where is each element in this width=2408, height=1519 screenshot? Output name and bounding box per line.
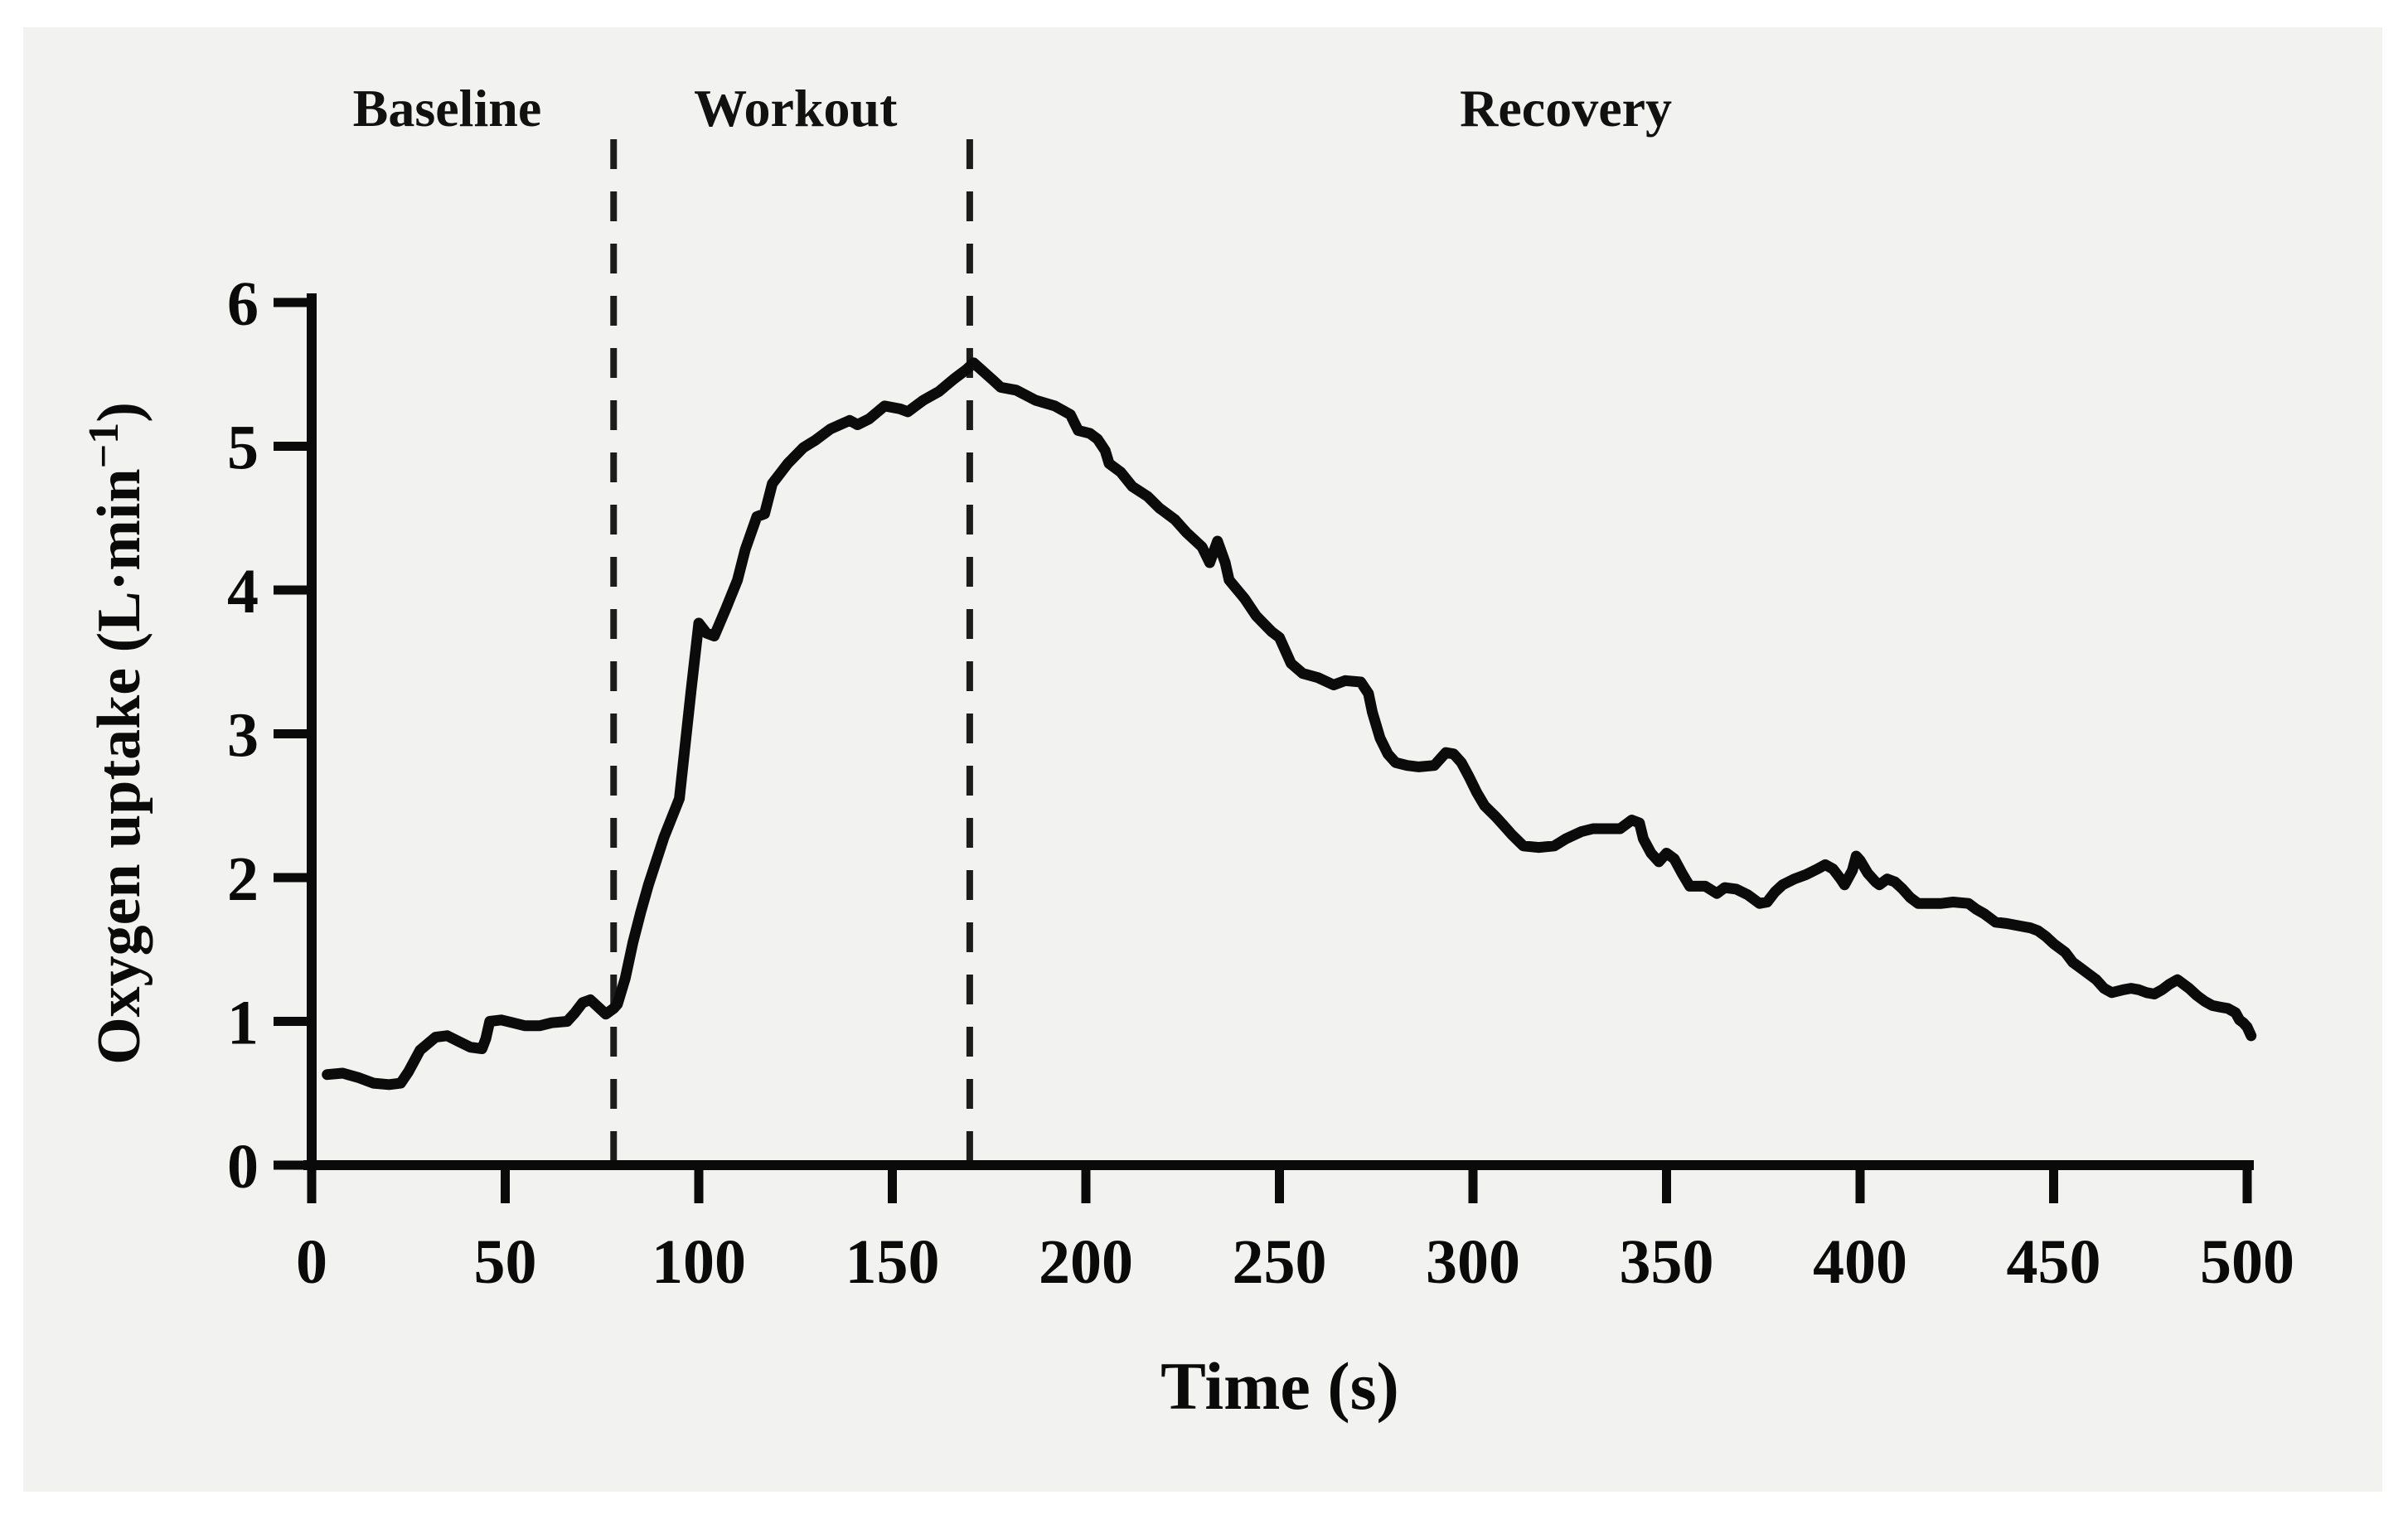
phase-label-workout: Workout bbox=[694, 79, 898, 138]
x-tick-label: 150 bbox=[845, 1227, 940, 1297]
y-tick-label: 3 bbox=[227, 701, 259, 771]
x-tick-label: 250 bbox=[1233, 1227, 1327, 1297]
x-axis-ticks: 0 50 100 150 200 250 300 350 400 450 500 bbox=[296, 1165, 2294, 1297]
x-tick-label: 500 bbox=[2200, 1227, 2294, 1297]
y-tick-label: 1 bbox=[227, 989, 259, 1058]
phase-labels: Baseline Workout Recovery bbox=[353, 79, 1672, 138]
x-tick-label: 50 bbox=[474, 1227, 537, 1297]
x-axis-title: Time (s) bbox=[1160, 1348, 1399, 1424]
y-tick-label: 4 bbox=[227, 557, 259, 626]
x-tick-label: 200 bbox=[1039, 1227, 1133, 1297]
phase-boundary-lines bbox=[610, 139, 973, 1160]
y-tick-label: 5 bbox=[227, 414, 259, 483]
x-tick-label: 300 bbox=[1426, 1227, 1520, 1297]
y-axis-title: Oxygen uptake (L·min−1) bbox=[80, 402, 153, 1065]
y-tick-label: 2 bbox=[227, 844, 259, 914]
x-tick-label: 350 bbox=[1620, 1227, 1714, 1297]
x-tick-label: 100 bbox=[652, 1227, 746, 1297]
y-tick-label: 6 bbox=[227, 269, 259, 339]
series-line-oxygen-uptake bbox=[322, 357, 2257, 1091]
phase-label-baseline: Baseline bbox=[353, 79, 542, 138]
y-axis-ticks: 0 1 2 3 4 5 6 bbox=[227, 269, 312, 1202]
x-tick-label: 450 bbox=[2007, 1227, 2101, 1297]
y-tick-label: 0 bbox=[227, 1132, 259, 1202]
chart-panel bbox=[23, 27, 2382, 1492]
x-tick-label: 0 bbox=[296, 1227, 327, 1297]
x-tick-label: 400 bbox=[1813, 1227, 1907, 1297]
phase-label-recovery: Recovery bbox=[1460, 79, 1672, 138]
